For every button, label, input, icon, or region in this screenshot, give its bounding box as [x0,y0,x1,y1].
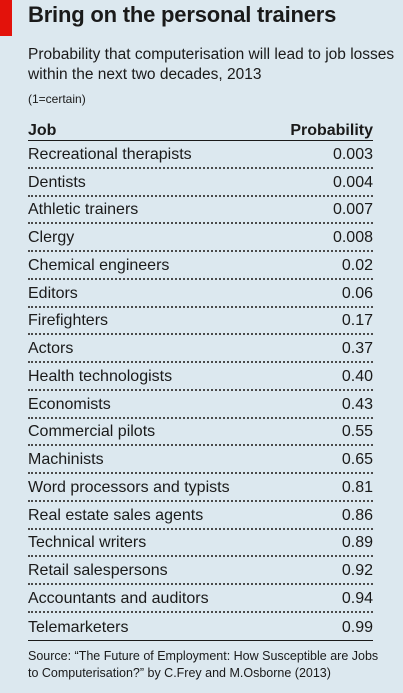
table-row: Telemarketers 0.99 [28,613,373,641]
column-header-probability: Probability [290,122,373,139]
table-row: Athletic trainers 0.007 [28,197,373,225]
probability-value: 0.02 [341,256,373,274]
job-label: Clergy [28,229,75,247]
job-label: Economists [28,395,111,413]
probability-value: 0.008 [332,229,373,247]
scale-note: (1=certain) [28,92,86,106]
probability-value: 0.06 [341,284,373,302]
table-row: Chemical engineers 0.02 [28,252,373,280]
job-label: Actors [28,340,74,358]
red-accent-tag [0,0,12,36]
table-row: Editors 0.06 [28,280,373,308]
table-row: Commercial pilots 0.55 [28,419,373,447]
job-label: Commercial pilots [28,423,156,441]
table-row: Actors 0.37 [28,335,373,363]
job-label: Real estate sales agents [28,506,204,524]
table-header: Job Probability [28,118,373,141]
probability-value: 0.003 [332,145,373,163]
probability-value: 0.65 [341,451,373,469]
table-row: Economists 0.43 [28,391,373,419]
probability-value: 0.17 [341,312,373,330]
chart-subtitle: Probability that computerisation will le… [28,46,395,83]
job-label: Technical writers [28,534,147,552]
table-row: Retail salespersons 0.92 [28,557,373,585]
job-label: Word processors and typists [28,478,230,496]
table-row: Real estate sales agents 0.86 [28,502,373,530]
table-body: Recreational therapists 0.003 Dentists 0.00… [28,141,373,641]
job-label: Chemical engineers [28,256,170,274]
job-label: Editors [28,284,78,302]
source-note: Source: “The Future of Employment: How S… [28,649,379,680]
table-row: Word processors and typists 0.81 [28,474,373,502]
probability-value: 0.92 [341,562,373,580]
job-label: Firefighters [28,312,109,330]
probability-value: 0.007 [332,201,373,219]
job-label: Recreational therapists [28,145,192,163]
probability-value: 0.81 [341,478,373,496]
job-label: Athletic trainers [28,201,139,219]
table-row: Dentists 0.004 [28,169,373,197]
table-row: Recreational therapists 0.003 [28,141,373,169]
job-label: Telemarketers [28,618,129,636]
job-label: Machinists [28,451,104,469]
probability-value: 0.004 [332,173,373,191]
job-label: Accountants and auditors [28,589,209,607]
table-row: Accountants and auditors 0.94 [28,585,373,613]
column-header-job: Job [28,122,57,139]
job-label: Health technologists [28,367,173,385]
probability-value: 0.89 [341,534,373,552]
probability-value: 0.43 [341,395,373,413]
probability-value: 0.94 [341,589,373,607]
table-row: Health technologists 0.40 [28,363,373,391]
probability-value: 0.86 [341,506,373,524]
table-row: Clergy 0.008 [28,224,373,252]
job-label: Dentists [28,173,86,191]
chart-title: Bring on the personal trainers [28,2,337,27]
footer-divider [28,640,373,641]
probability-value: 0.55 [341,423,373,441]
probability-value: 0.99 [341,618,373,636]
probability-value: 0.37 [341,340,373,358]
table-row: Machinists 0.65 [28,446,373,474]
table-row: Technical writers 0.89 [28,530,373,558]
table-row: Firefighters 0.17 [28,308,373,336]
probability-value: 0.40 [341,367,373,385]
job-label: Retail salespersons [28,562,168,580]
